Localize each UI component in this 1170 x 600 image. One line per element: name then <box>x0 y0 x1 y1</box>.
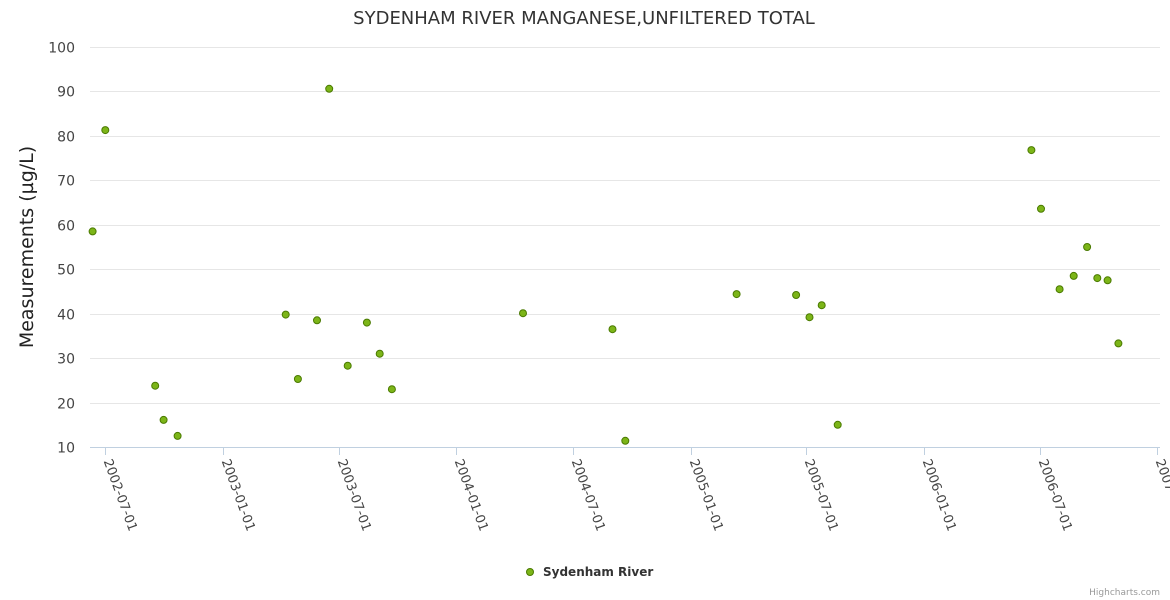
x-tick-label: 2007- <box>1152 457 1170 498</box>
highcharts-credit[interactable]: Highcharts.com <box>1089 588 1160 598</box>
data-point[interactable] <box>792 291 801 299</box>
data-point[interactable] <box>1069 271 1078 280</box>
data-point[interactable] <box>1037 204 1045 213</box>
y-tick-label: 20 <box>57 397 75 413</box>
y-tick-label: 60 <box>57 219 75 235</box>
data-point[interactable] <box>805 313 814 322</box>
x-tick-label: 2005-01-01 <box>686 457 726 533</box>
y-tick-label: 80 <box>57 130 75 146</box>
x-tick-label: 2003-07-01 <box>334 457 374 533</box>
data-point[interactable] <box>375 349 384 358</box>
y-tick-label: 10 <box>57 441 75 457</box>
y-axis-ticks: 10 20 30 40 50 60 70 80 90 100 <box>48 41 75 457</box>
data-point[interactable] <box>159 415 168 424</box>
data-point[interactable] <box>88 227 97 236</box>
data-point[interactable] <box>281 310 290 319</box>
legend-marker <box>526 568 534 576</box>
x-tick-label: 2003-01-01 <box>218 457 258 533</box>
data-point[interactable] <box>387 385 396 394</box>
data-point[interactable] <box>151 381 160 390</box>
data-point[interactable] <box>1083 243 1092 251</box>
data-point[interactable] <box>1103 276 1112 285</box>
data-point[interactable] <box>833 420 842 429</box>
data-point[interactable] <box>1055 285 1064 294</box>
data-point[interactable] <box>732 290 741 299</box>
data-point[interactable] <box>817 301 826 310</box>
x-tick-label: 2004-07-01 <box>568 457 608 533</box>
x-axis-ticks: 2002-07-01 2003-01-01 2003-07-01 2004-01-01… <box>100 447 1170 533</box>
data-point[interactable] <box>1093 274 1102 283</box>
data-points <box>88 84 1123 445</box>
y-tick-label: 50 <box>57 263 75 279</box>
data-point[interactable] <box>325 84 334 93</box>
x-tick-label: 2004-01-01 <box>451 457 491 533</box>
data-point[interactable] <box>1114 339 1123 348</box>
y-tick-label: 90 <box>57 85 75 101</box>
data-point[interactable] <box>608 325 617 334</box>
data-point[interactable] <box>362 318 371 327</box>
x-tick-label: 2002-07-01 <box>100 457 140 533</box>
legend-label[interactable]: Sydenham River <box>543 565 653 579</box>
data-point[interactable] <box>313 316 321 325</box>
legend[interactable]: Sydenham River <box>526 565 654 579</box>
data-point[interactable] <box>621 436 630 445</box>
y-axis-label: Measurements (µg/L) <box>16 146 38 348</box>
data-point[interactable] <box>519 309 527 318</box>
data-point[interactable] <box>173 431 182 440</box>
y-tick-label: 100 <box>48 41 75 57</box>
chart-title: SYDENHAM RIVER MANGANESE,UNFILTERED TOTA… <box>353 8 815 29</box>
data-point[interactable] <box>343 361 352 370</box>
data-point[interactable] <box>293 375 302 383</box>
x-tick-label: 2006-07-01 <box>1035 457 1075 533</box>
y-tick-label: 40 <box>57 308 75 324</box>
y-tick-label: 30 <box>57 352 75 368</box>
gridlines <box>90 47 1160 404</box>
data-point[interactable] <box>1027 146 1036 155</box>
data-point[interactable] <box>101 126 110 135</box>
x-tick-label: 2005-07-01 <box>801 457 841 533</box>
x-tick-label: 2006-01-01 <box>919 457 959 533</box>
y-tick-label: 70 <box>57 174 75 190</box>
